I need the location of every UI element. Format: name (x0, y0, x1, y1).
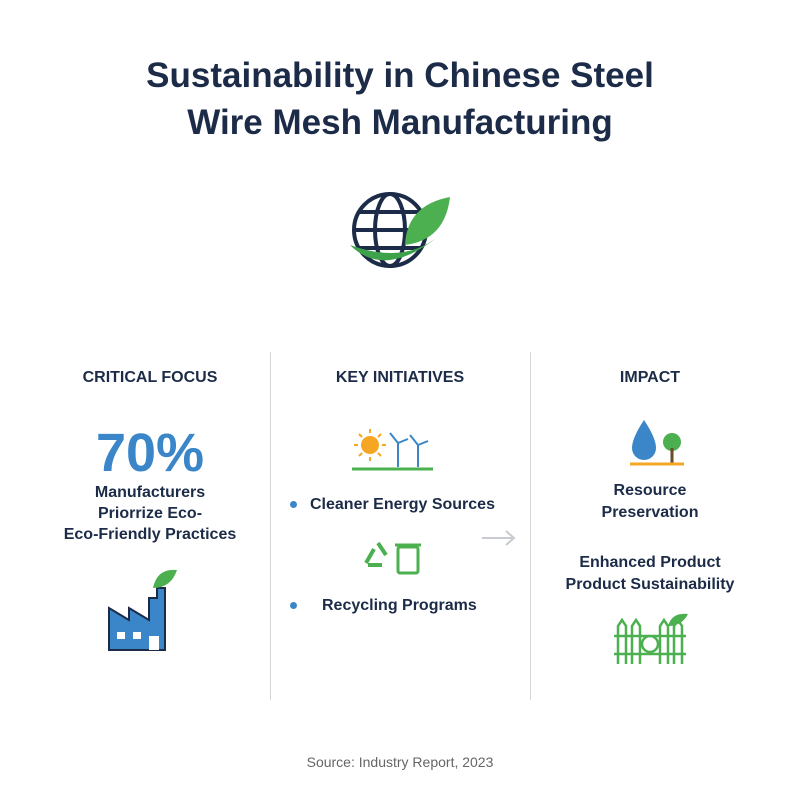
source: Source: Industry Report, 2023 (306, 754, 494, 770)
stat-text: Eco-Friendly Practices (63, 526, 237, 543)
recycle-icon (364, 541, 421, 575)
stat-text: Manufacturers (94, 484, 206, 501)
arrow (482, 530, 516, 546)
stat: 70% (95, 423, 205, 483)
bullet (290, 501, 297, 508)
impact-text: Resource (613, 482, 687, 499)
divider (530, 352, 531, 700)
impact-text: Preservation (601, 504, 699, 521)
impact-text: Product Sustainability (565, 576, 735, 593)
initiative: Recycling Programs (322, 597, 477, 614)
title-line: Sustainability in Chinese Steel (146, 56, 654, 95)
stat-text: Priorrize Eco- (97, 505, 203, 522)
column-heading: KEY INITIATIVES (335, 369, 465, 386)
energy-icon (352, 429, 433, 471)
fence-icon (614, 613, 688, 664)
divider (270, 352, 271, 700)
water-tree-icon (630, 420, 684, 466)
column-heading: CRITICAL FOCUS (82, 369, 218, 386)
globe-leaf-icon (350, 192, 450, 268)
bullet (290, 602, 297, 609)
title-line: Wire Mesh Manufacturing (187, 103, 613, 142)
factory-icon (108, 569, 177, 651)
column-heading: IMPACT (619, 369, 681, 386)
impact-text: Enhanced Product (579, 554, 721, 571)
initiative: Cleaner Energy Sources (310, 496, 495, 513)
